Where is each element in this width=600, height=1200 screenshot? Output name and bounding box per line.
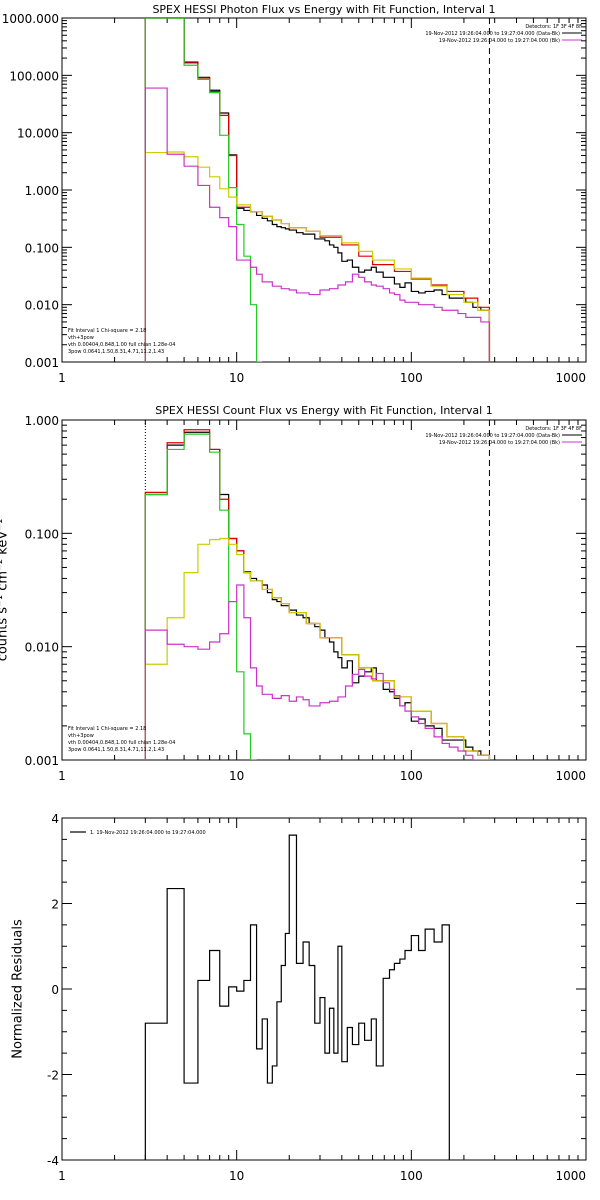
x-tick-label: 1000 [555,371,586,385]
y-tick-label: 1000.000 [2,12,59,26]
legend-entry: Detectors: 1F 3F 4F 8F [525,24,582,30]
y-tick-label: 0.001 [25,754,59,768]
series-vth [144,433,257,760]
y-tick-label: 0.010 [25,299,59,313]
photon-flux-panel: 1 10 100 1000 0.001 0.010 0.100 1.000 10.000 100.… [2,3,587,385]
series-group [144,420,491,760]
y-tick-label: 0.100 [25,241,59,255]
chart-title: SPEX HESSI Photon Flux vs Energy with Fi… [152,3,495,16]
legend-entry: 1. 19-Nov-2012 19:26:04.000 to 19:27:04.… [90,830,206,836]
chart-title: SPEX HESSI Count Flux vs Energy with Fit… [155,404,492,417]
y-tick-label: 100.000 [9,69,59,83]
series-group [144,834,450,1160]
fit-legend-entry: vth 0.00404,0.848,1.00 full chian 1.28e-… [68,740,175,746]
x-tick-label: 100 [400,769,423,783]
legend-entry: Detectors: 1F 3F 4F 8F [525,426,582,432]
fit-legend-entry: vth 0.00404,0.848,1.00 full chian 1.28e-… [68,342,175,348]
y-tick-label: 0.100 [25,527,59,541]
y-axis-label: Normalized Residuals [11,919,26,1059]
fit-legend-entry: vth+3pow [68,335,94,341]
y-tick-label: 0 [51,983,59,997]
plot-frame [61,419,587,761]
series-data-bk [144,18,491,362]
series-background [144,584,490,760]
legend-entry: 19-Nov-2012 19:26:04.000 to 19:27:04.000… [425,31,560,37]
x-tick-label: 1 [58,769,66,783]
fit-legend-entry: 3pow 0.0641,1.50,8.31,4.71,11.2,1.43 [68,349,164,355]
series-background [144,87,491,362]
x-tick-label: 100 [400,1169,423,1183]
legend-entry: 19-Nov-2012 19:26:04.000 to 19:27:04.000… [439,440,560,446]
y-tick-label: -4 [47,1154,59,1168]
y-tick-label: 2 [51,898,59,912]
x-tick-label: 10 [229,769,244,783]
series-3pow [144,537,491,760]
count-flux-panel: 1 10 100 1000 0.001 0.010 0.100 1.000 SPEX HESSI… [0,404,587,783]
y-axis-label: counts s⁻¹ cm⁻² keV⁻¹ [0,519,11,662]
series-residuals [144,834,450,1160]
y-tick-label: 10.000 [17,127,59,141]
x-tick-label: 10 [229,371,244,385]
legend-entry: 19-Nov-2012 19:26:04.000 to 19:27:04.000… [425,433,560,439]
fit-legend-entry: vth+3pow [68,733,94,739]
x-tick-label: 10 [229,1169,244,1183]
x-tick-label: 1000 [555,1169,586,1183]
x-tick-label: 1000 [555,769,586,783]
legend-entry: 19-Nov-2012 19:26:04.000 to 19:27:04.000… [439,38,560,44]
x-tick-label: 100 [400,371,423,385]
y-tick-label: -2 [47,1069,59,1083]
y-tick-label: 4 [51,812,59,826]
x-tick-label: 1 [58,1169,66,1183]
y-tick-label: 0.010 [25,641,59,655]
series-group [144,18,491,362]
residuals-panel: 1 10 100 1000 -4 -2 0 2 4 Normalized Residuals 1. … [11,812,587,1183]
fit-legend-entry: 3pow 0.0641,1.50,8.31,4.71,11.2,1.43 [68,747,164,753]
y-tick-label: 0.001 [25,356,59,370]
y-tick-label: 1.000 [25,184,59,198]
fit-legend-entry: Fit Interval 1 Chi-square = 2.18 [68,328,146,334]
x-tick-label: 1 [58,371,66,385]
series-vth [144,18,263,362]
fit-legend-entry: Fit Interval 1 Chi-square = 2.18 [68,726,146,732]
y-tick-label: 1.000 [25,414,59,428]
series-3pow [144,151,491,362]
